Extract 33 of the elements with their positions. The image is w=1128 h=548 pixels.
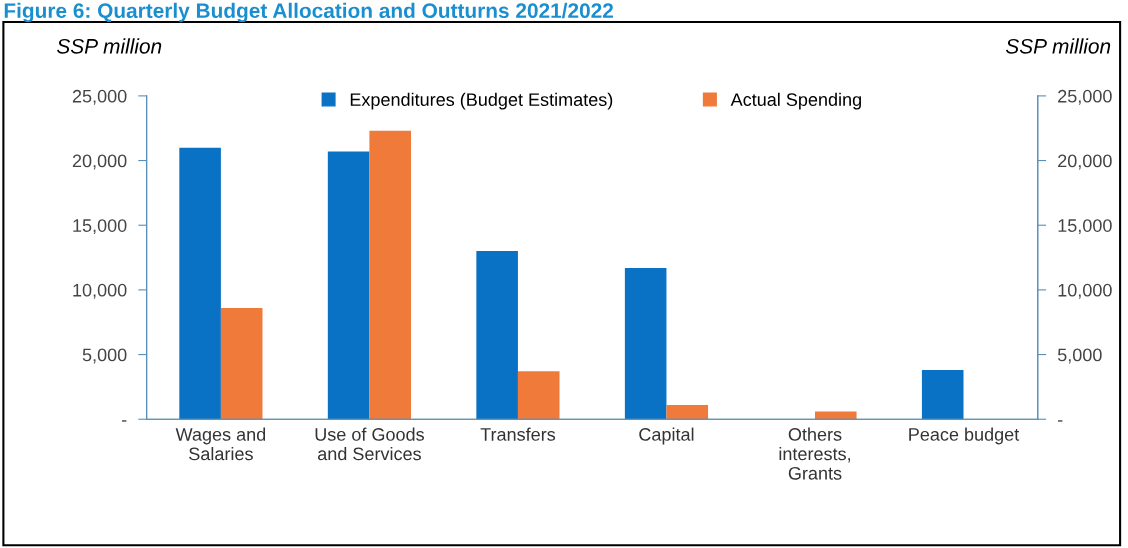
bar — [369, 130, 412, 420]
bar — [624, 267, 667, 420]
bar — [921, 370, 964, 420]
x-tick-label: Wages and Salaries — [175, 427, 266, 461]
y2-tick-label: - — [1058, 420, 1063, 422]
x-tick-label: Others interests, Grants — [779, 427, 850, 480]
x-tick-label: Transfers — [480, 427, 556, 441]
bar — [666, 404, 709, 420]
bar — [327, 151, 370, 420]
bar — [476, 251, 518, 420]
legend-label: Actual Spending — [730, 92, 861, 110]
y2-tick-label: 10,000 — [1058, 283, 1112, 299]
y2-tick-label: 20,000 — [1058, 154, 1112, 170]
x-tick-label: Capital — [639, 427, 694, 445]
x-tick-label: Peace budget — [909, 427, 1020, 445]
y-tick-label: 20,000 — [72, 154, 127, 170]
y2-tick-label: 25,000 — [1058, 89, 1112, 105]
y2-tick-label: 15,000 — [1058, 219, 1112, 235]
bar — [814, 411, 857, 420]
y-tick-label: 15,000 — [73, 219, 127, 235]
bar — [517, 371, 560, 420]
x-tick-label: Use of Goods and Services — [315, 427, 424, 461]
legend-label: Expenditures (Budget Estimates) — [350, 92, 613, 110]
y-axis-title: SSP million — [56, 38, 162, 54]
y2-axis-title: SSP million — [1005, 38, 1111, 54]
y-tick-label: - — [121, 420, 127, 422]
chart-title: Figure 6: Quarterly Budget Allocation and Outturns 2021/2022 — [4, 2, 614, 23]
bar — [220, 308, 263, 420]
y-tick-label: 10,000 — [73, 283, 127, 299]
y2-tick-label: 5,000 — [1057, 348, 1102, 364]
bar — [179, 147, 221, 420]
y-tick-label: 5,000 — [82, 348, 127, 364]
y-tick-label: 25,000 — [72, 89, 127, 105]
